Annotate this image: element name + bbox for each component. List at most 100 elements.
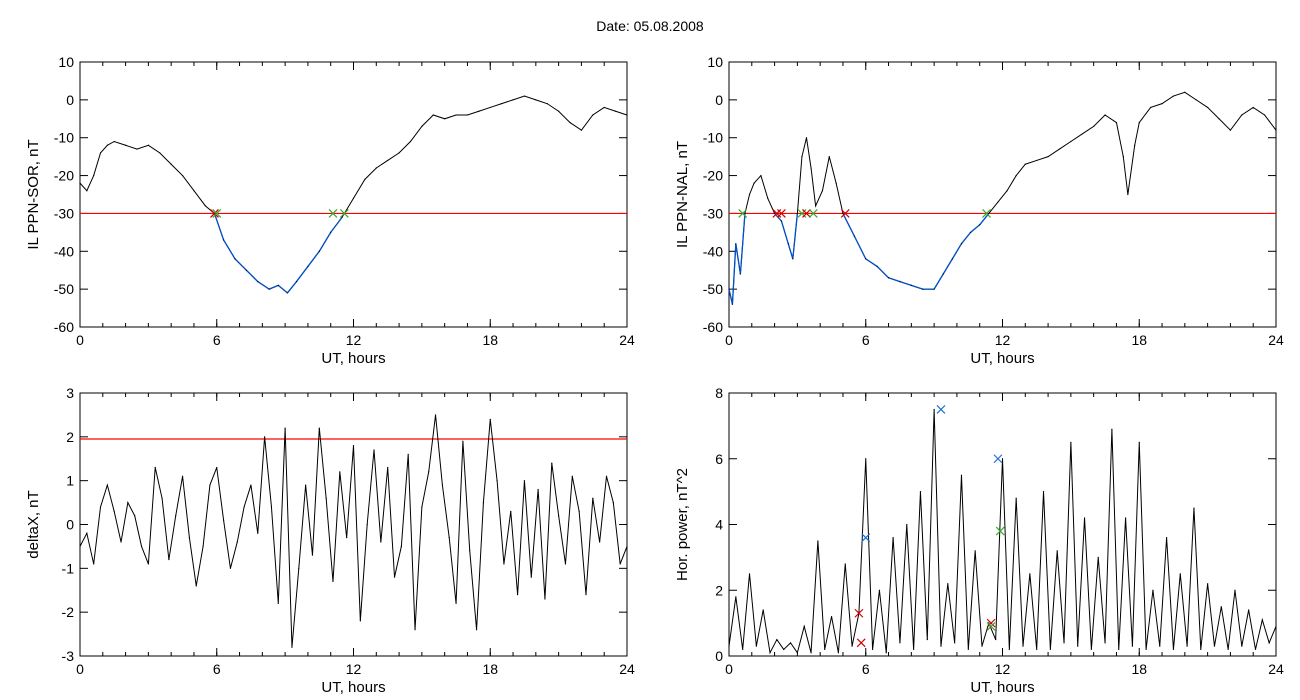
data-point xyxy=(1275,625,1277,628)
data-point xyxy=(441,484,443,486)
x-tick-label: 12 xyxy=(995,332,1011,348)
data-point xyxy=(325,497,327,499)
x-tick-label: 6 xyxy=(213,332,221,348)
data-point xyxy=(243,506,245,508)
data-point xyxy=(1254,648,1257,651)
data-point xyxy=(1172,648,1175,651)
data-point xyxy=(876,265,878,268)
x-axis-label: UT, hours xyxy=(321,350,385,367)
y-tick-label: 0 xyxy=(66,92,74,108)
data-point xyxy=(1138,441,1140,443)
data-point xyxy=(469,550,471,552)
below-threshold-segment xyxy=(245,269,259,283)
data-point xyxy=(731,303,734,305)
below-threshold-segment xyxy=(277,284,288,294)
data-point xyxy=(1241,645,1243,647)
data-point xyxy=(373,449,375,451)
data-point xyxy=(193,190,195,192)
y-tick-label: 0 xyxy=(715,92,723,108)
data-point xyxy=(421,125,423,127)
data-point xyxy=(234,258,236,260)
cross-stroke xyxy=(854,608,864,618)
data-point xyxy=(535,99,537,101)
data-point xyxy=(544,598,546,600)
data-point xyxy=(1261,619,1263,621)
data-point xyxy=(398,152,400,154)
data-point xyxy=(537,488,539,491)
data-point xyxy=(1006,190,1008,192)
data-point xyxy=(828,156,830,158)
cross-stroke xyxy=(861,533,871,543)
cross-stroke xyxy=(993,454,1003,464)
below-threshold-segment xyxy=(296,266,309,282)
below-threshold-segment xyxy=(286,281,298,294)
below-threshold-segment xyxy=(268,284,279,290)
x-tick-label: 0 xyxy=(76,661,84,677)
data-point xyxy=(830,615,833,618)
data-point xyxy=(762,609,764,611)
data-point xyxy=(1195,99,1197,101)
cross-stroke xyxy=(328,209,338,218)
data-point xyxy=(974,550,976,552)
cross-marker xyxy=(861,533,871,543)
y-tick-label: -50 xyxy=(54,281,74,297)
data-point xyxy=(728,645,730,647)
data-point xyxy=(93,174,95,177)
data-point xyxy=(489,418,491,420)
series-line xyxy=(728,91,1277,305)
data-point xyxy=(780,220,783,222)
data-point xyxy=(448,537,450,539)
data-point xyxy=(969,231,972,233)
data-point xyxy=(1008,648,1010,651)
data-point xyxy=(79,545,81,548)
data-point xyxy=(421,506,423,508)
data-point xyxy=(1264,114,1266,116)
data-point xyxy=(1152,589,1154,591)
x-tick-label: 18 xyxy=(482,661,498,677)
cross-stroke xyxy=(986,618,996,628)
cross-marker xyxy=(212,209,222,218)
figure-title: Date: 05.08.2008 xyxy=(596,18,704,34)
x-tick-label: 18 xyxy=(1131,332,1147,348)
data-point xyxy=(865,458,867,460)
data-point xyxy=(1081,133,1083,135)
data-point xyxy=(796,212,798,215)
data-point xyxy=(1001,458,1004,460)
data-point xyxy=(933,408,935,411)
cross-stroke xyxy=(936,405,946,414)
series-line xyxy=(79,414,628,648)
data-point xyxy=(168,558,170,561)
x-axis-label: UT, hours xyxy=(970,350,1034,367)
data-point xyxy=(482,501,485,504)
data-point xyxy=(835,182,837,184)
plot-frame xyxy=(728,392,1277,657)
data-point xyxy=(997,201,999,203)
data-point xyxy=(1124,517,1127,519)
below-threshold-segment xyxy=(731,243,737,305)
series-line xyxy=(728,409,1277,655)
y-tick-label: -10 xyxy=(54,130,74,146)
data-point xyxy=(748,573,751,575)
cross-marker xyxy=(993,454,1003,464)
data-point xyxy=(922,288,924,290)
below-threshold-segment xyxy=(960,231,972,245)
data-point xyxy=(466,114,469,116)
data-point xyxy=(753,182,755,184)
data-point xyxy=(359,620,361,622)
cross-stroke xyxy=(995,526,1005,536)
data-point xyxy=(330,231,332,233)
data-point xyxy=(1015,174,1017,177)
data-point xyxy=(400,545,402,548)
y-tick-label: -2 xyxy=(62,604,75,620)
y-tick-label: 8 xyxy=(715,385,723,401)
cross-stroke xyxy=(210,209,219,218)
data-point xyxy=(154,466,156,469)
data-point xyxy=(776,638,778,641)
data-point xyxy=(1029,573,1031,575)
below-threshold-segment xyxy=(865,258,878,267)
data-point xyxy=(1213,645,1216,647)
cross-stroke xyxy=(776,209,786,218)
data-point xyxy=(387,466,389,469)
data-point xyxy=(257,280,259,283)
data-point xyxy=(787,243,789,245)
